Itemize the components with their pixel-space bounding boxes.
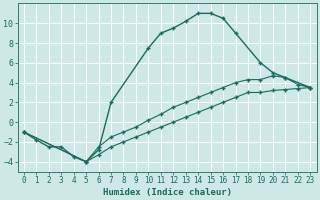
- X-axis label: Humidex (Indice chaleur): Humidex (Indice chaleur): [103, 188, 232, 197]
